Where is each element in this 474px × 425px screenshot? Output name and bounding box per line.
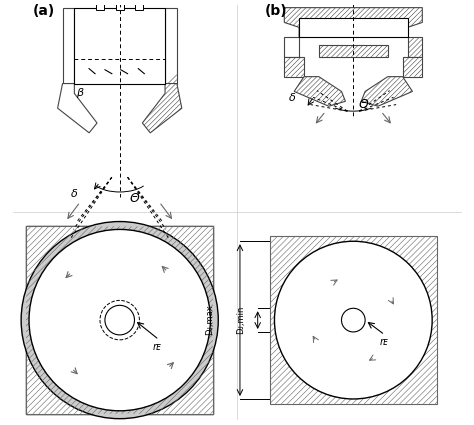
Text: Θ: Θ <box>358 98 368 111</box>
Polygon shape <box>284 57 304 76</box>
Polygon shape <box>142 84 182 133</box>
Polygon shape <box>270 236 437 404</box>
Circle shape <box>21 221 218 419</box>
Bar <box>26 227 213 414</box>
Polygon shape <box>63 8 74 84</box>
Polygon shape <box>284 8 422 37</box>
Text: δ: δ <box>289 93 296 103</box>
Circle shape <box>29 230 210 411</box>
Text: rᴇ: rᴇ <box>152 342 161 351</box>
Polygon shape <box>319 45 388 57</box>
Text: Dᴊ,min: Dᴊ,min <box>236 306 245 334</box>
Bar <box>299 17 408 37</box>
Circle shape <box>274 241 432 399</box>
Bar <box>116 2 124 10</box>
Polygon shape <box>165 8 177 84</box>
Bar <box>74 8 165 84</box>
Text: δ: δ <box>71 189 77 199</box>
Bar <box>136 2 143 10</box>
Polygon shape <box>58 84 97 133</box>
Bar <box>96 2 104 10</box>
Text: Θ: Θ <box>129 192 139 205</box>
Polygon shape <box>284 37 299 57</box>
Text: (b): (b) <box>264 3 287 17</box>
Text: Dᴊ,max: Dᴊ,max <box>205 305 214 335</box>
Polygon shape <box>26 227 213 414</box>
Text: (a): (a) <box>33 3 55 17</box>
Text: rᴇ: rᴇ <box>380 337 389 347</box>
Polygon shape <box>361 76 412 106</box>
Polygon shape <box>294 76 346 106</box>
Text: β: β <box>76 88 83 98</box>
Circle shape <box>341 308 365 332</box>
Polygon shape <box>408 37 422 57</box>
Circle shape <box>105 305 135 335</box>
Polygon shape <box>402 57 422 76</box>
